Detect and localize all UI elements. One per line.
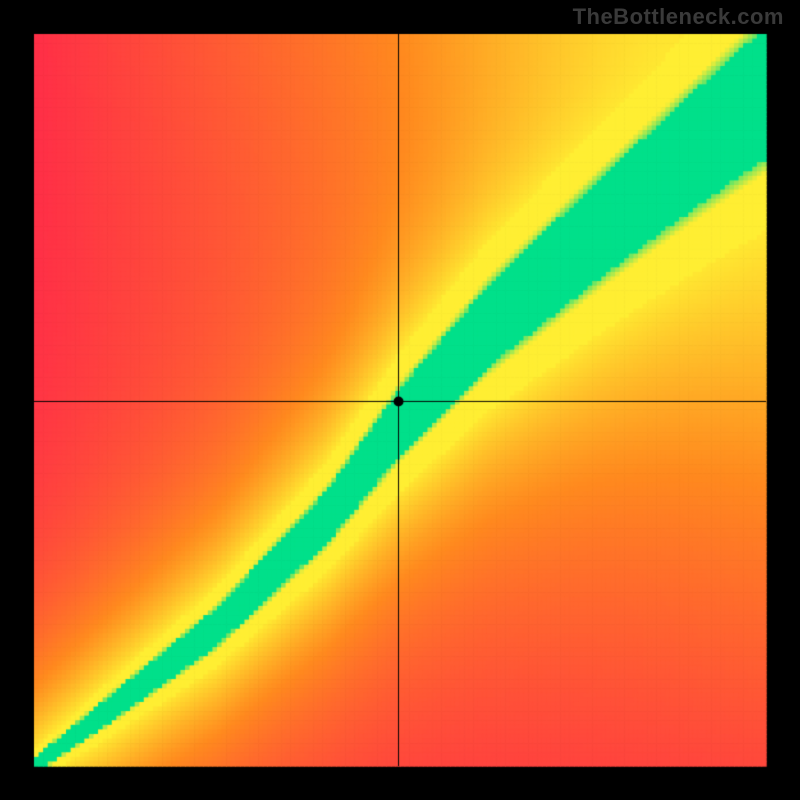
heatmap-canvas — [0, 0, 800, 800]
chart-container: TheBottleneck.com — [0, 0, 800, 800]
watermark-text: TheBottleneck.com — [573, 4, 784, 30]
